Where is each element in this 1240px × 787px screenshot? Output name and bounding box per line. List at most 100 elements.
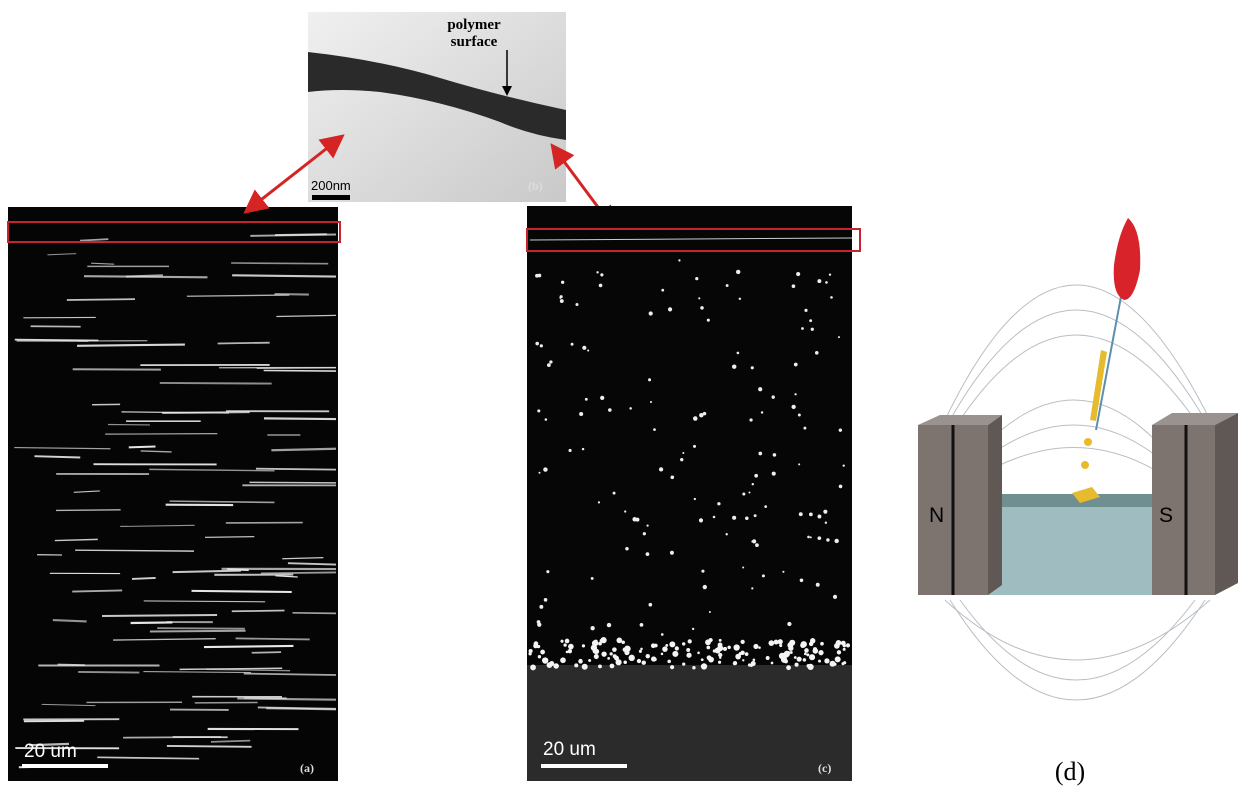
panel-label: (b) [528, 179, 543, 193]
particle [826, 538, 829, 541]
particle [778, 639, 783, 644]
particle [718, 661, 721, 664]
particle [697, 652, 700, 655]
particle [553, 663, 559, 669]
particle [560, 299, 564, 303]
particle [661, 653, 664, 656]
tank [988, 505, 1152, 595]
particle [817, 279, 821, 283]
particle [547, 363, 551, 367]
fiber [53, 620, 87, 621]
particle [745, 652, 749, 656]
particle [707, 319, 710, 322]
particle [642, 660, 646, 664]
particle [768, 640, 774, 646]
particle [791, 405, 795, 409]
particle [571, 343, 574, 346]
particle [742, 492, 745, 495]
particle [650, 401, 652, 403]
particle [804, 309, 807, 312]
particle [587, 349, 589, 351]
particle [588, 659, 591, 662]
panel-d: N S (d) [918, 218, 1238, 786]
particle [829, 661, 835, 667]
particle [692, 628, 694, 630]
pole-label: N [929, 504, 944, 527]
particle [705, 639, 711, 645]
scale-bar [312, 195, 350, 200]
particle [540, 650, 545, 655]
particle [809, 319, 812, 322]
fiber [75, 550, 194, 551]
particle [594, 654, 599, 659]
particle [810, 536, 812, 538]
particle [810, 638, 815, 643]
particle [537, 622, 541, 626]
particle [727, 646, 730, 649]
particle [719, 657, 721, 659]
particle [528, 652, 531, 655]
panel-c: 20 um (c) [527, 206, 860, 781]
particle [539, 605, 543, 609]
particle [694, 498, 696, 500]
particle [545, 418, 548, 421]
particle [733, 644, 739, 650]
particle [686, 653, 691, 658]
particle [717, 502, 720, 505]
particle [807, 664, 813, 670]
particle [772, 395, 775, 398]
particle [752, 483, 754, 485]
particle [739, 298, 741, 300]
fiber [258, 707, 336, 708]
particle [838, 336, 840, 338]
particle [667, 660, 671, 664]
particle [669, 641, 675, 647]
fiber [105, 434, 217, 435]
particle [686, 648, 690, 652]
particle [771, 662, 774, 665]
particle [758, 452, 762, 456]
scale-bar [541, 764, 627, 768]
particle [837, 650, 841, 654]
particle [670, 665, 674, 669]
particle [794, 393, 796, 395]
particle [560, 295, 563, 298]
particle [779, 644, 782, 647]
particle [574, 663, 578, 667]
particle [798, 463, 800, 465]
particle [540, 344, 543, 347]
particle [612, 647, 617, 652]
particle [549, 360, 552, 363]
particle [538, 655, 541, 658]
particle [788, 646, 793, 651]
particle [699, 413, 703, 417]
particle [787, 651, 789, 653]
particle [797, 657, 802, 662]
particle [610, 652, 613, 655]
particle [613, 492, 616, 495]
annotation: surface [451, 34, 498, 50]
panel-a: 20 um (a) [8, 207, 340, 781]
particle [761, 411, 763, 413]
particle [807, 536, 810, 539]
particle [839, 485, 843, 489]
fiber [102, 615, 217, 616]
fiber [150, 631, 246, 632]
fiber [205, 537, 254, 538]
particle [818, 650, 823, 655]
particle [610, 664, 615, 669]
particle [725, 533, 727, 535]
particle [662, 646, 667, 651]
particle [615, 659, 621, 665]
particle [629, 655, 635, 661]
particle [608, 408, 612, 412]
particle [817, 536, 821, 540]
particle [811, 328, 814, 331]
particle [594, 649, 599, 654]
particle [542, 657, 548, 663]
particle [843, 465, 845, 467]
particle [773, 453, 777, 457]
particle [560, 640, 563, 643]
fiber [271, 449, 336, 450]
particle [750, 665, 752, 667]
